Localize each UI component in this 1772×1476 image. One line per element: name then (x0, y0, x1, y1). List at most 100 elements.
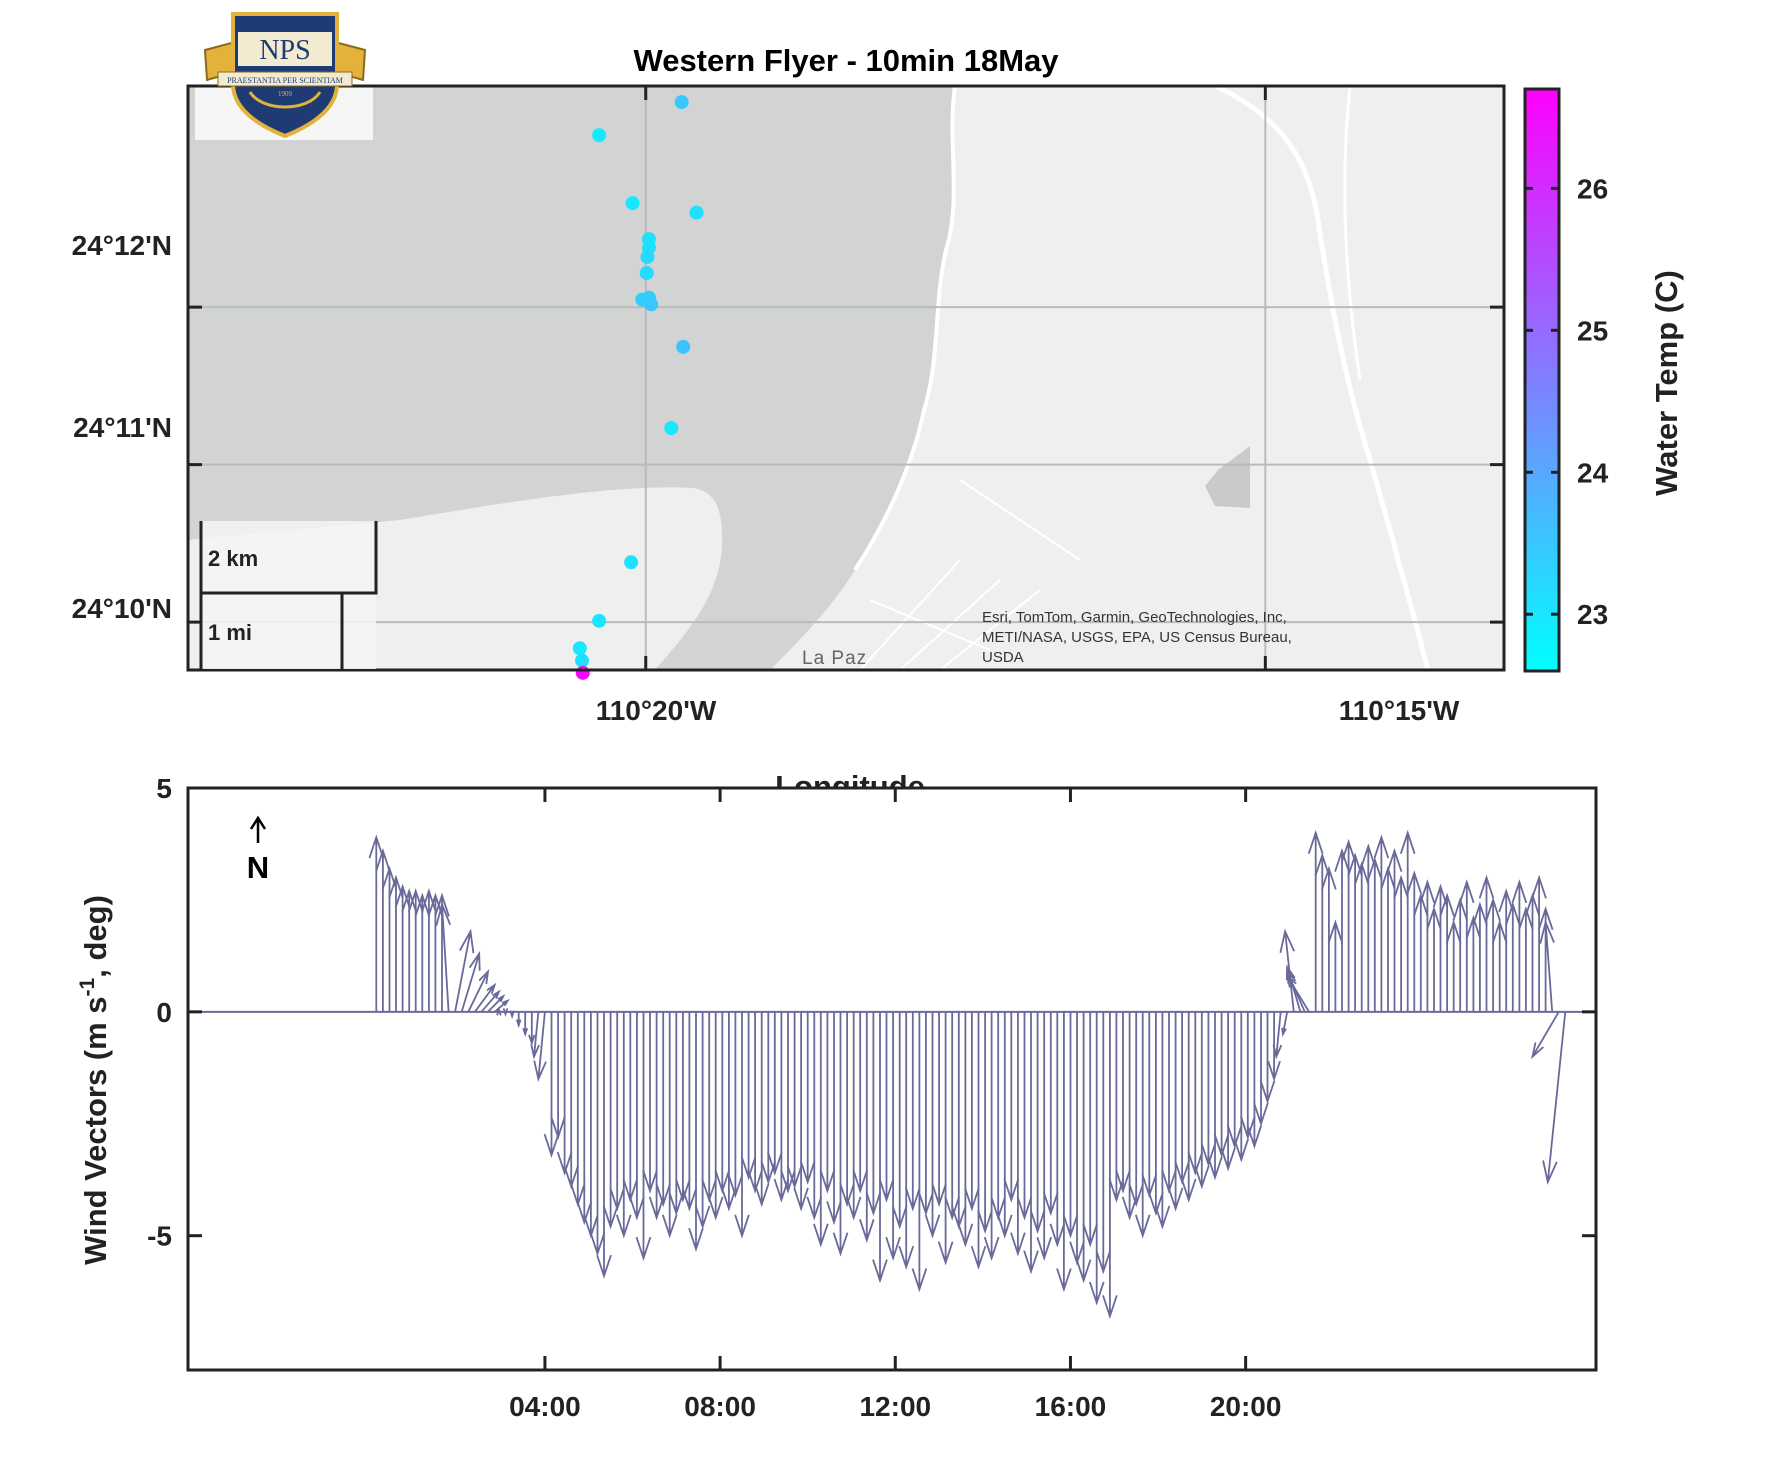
wind-vector-67 (799, 1011, 816, 1185)
track-point-4 (689, 205, 704, 220)
lat-tick-label-1: 24°12'N (72, 230, 172, 261)
attribution-line-1: Esri, TomTom, Garmin, GeoTechnologies, I… (982, 609, 1287, 626)
scale-bar: 2 km 1 mi (199, 521, 378, 669)
wind-vector-134 (1240, 1011, 1256, 1141)
wind-vector-42 (635, 1011, 652, 1261)
map-frame (186, 84, 1506, 672)
wind-vector-110 (1082, 1011, 1098, 1248)
wind-vector-181 (1539, 919, 1555, 1012)
wind-vector-103 (1036, 1011, 1052, 1261)
wind-vector-139 (1272, 1011, 1283, 1060)
colorbar-label: Water Temp (C) (1649, 270, 1684, 496)
logo-text: NPS (259, 35, 310, 66)
wind-vector-80 (885, 1011, 901, 1261)
wind-vector-101 (1023, 1011, 1039, 1275)
wind-vector-161 (1413, 892, 1429, 1012)
wind-vector-94 (977, 1011, 993, 1235)
track-point-1 (674, 95, 689, 110)
coastline-road (853, 86, 957, 572)
wind-vector-135 (1246, 1011, 1263, 1150)
wind-vector-23 (515, 1011, 522, 1029)
attribution-line-3: USDA (982, 649, 1024, 666)
wind-vector-38 (609, 1011, 625, 1212)
wind-vector-19 (494, 998, 510, 1013)
wind-vector-112 (1095, 1011, 1112, 1275)
wind-vector-125 (1180, 1011, 1197, 1203)
wind-vector-75 (852, 1011, 869, 1194)
wind-vector-107 (1062, 1011, 1079, 1239)
wind-x-tick-0800: 08:00 (684, 1391, 756, 1422)
wind-vector-76 (859, 1011, 875, 1244)
bay-water (188, 86, 955, 670)
wind-x-tick-2000: 20:00 (1210, 1391, 1282, 1422)
wind-vector-14 (460, 950, 481, 1013)
map-title: Western Flyer - 10min 18May (634, 43, 1060, 78)
wind-vector-123 (1167, 1011, 1184, 1212)
wind-vector-8 (414, 892, 431, 1012)
logo-motto-ribbon (217, 71, 353, 87)
wind-x-tick-labels: 04:00 08:00 12:00 16:00 20:00 (509, 1391, 1281, 1422)
logo-motto: PRAESTANTIA PER SCIENTIAM (227, 76, 343, 85)
wind-vector-170 (1472, 901, 1488, 1012)
wind-vector-28 (543, 1011, 560, 1158)
track-point-2 (592, 128, 607, 143)
wind-vector-93 (970, 1011, 987, 1270)
wind-vector-121 (1154, 1011, 1171, 1230)
wind-y-tick-0: 0 (156, 997, 172, 1028)
wind-vector-25 (528, 1011, 536, 1047)
attribution-line-2: METI/NASA, USGS, EPA, US Census Bureau, (982, 629, 1292, 646)
wind-vector-160 (1406, 870, 1423, 1012)
wind-vector-39 (615, 1011, 632, 1239)
wind-vector-118 (1134, 1011, 1151, 1239)
wind-vector-183 (1542, 1011, 1567, 1185)
wind-frame (186, 786, 1598, 1372)
wind-vector-127 (1194, 1011, 1210, 1190)
north-indicator: N (247, 815, 269, 885)
scale-bar-mi: 1 mi (208, 620, 252, 645)
wind-vector-109 (1075, 1011, 1092, 1284)
wind-vector-18 (487, 994, 506, 1013)
wind-vector-177 (1518, 906, 1534, 1012)
wind-vector-36 (596, 1011, 612, 1279)
wind-vector-140 (1281, 1011, 1289, 1038)
wind-vector-128 (1200, 1011, 1217, 1167)
wind-vector-145 (1307, 829, 1324, 1012)
wind-vector-53 (707, 1011, 724, 1221)
wind-vector-24 (522, 1011, 529, 1038)
wind-vector-45 (655, 1011, 671, 1208)
wind-vector-166 (1445, 919, 1462, 1012)
wind-vector-153 (1360, 843, 1377, 1012)
nps-logo: NPS PRAESTANTIA PER SCIENTIAM 1909 (203, 12, 367, 139)
wind-vector-29 (550, 1011, 566, 1141)
wind-vector-176 (1511, 879, 1528, 1012)
wind-vector-22 (509, 1010, 515, 1020)
wind-vector-72 (832, 1011, 849, 1257)
wind-vector-97 (997, 1011, 1013, 1239)
north-label: N (247, 850, 269, 885)
wind-vector-17 (480, 989, 501, 1013)
side-road (1343, 86, 1362, 381)
wind-vector-144 (1285, 973, 1310, 1013)
colorbar-tick-25: 25 (1577, 315, 1608, 346)
wind-vector-78 (872, 1011, 888, 1284)
lon-tick-label-2: 110°15'W (1339, 695, 1460, 726)
wind-vector-120 (1148, 1011, 1164, 1217)
wind-vector-60 (753, 1011, 770, 1208)
wind-vector-73 (839, 1011, 855, 1208)
wind-vector-106 (1056, 1011, 1072, 1293)
wind-vector-65 (786, 1011, 803, 1190)
wind-vector-48 (675, 1011, 691, 1203)
logo-wreath (248, 91, 322, 109)
wind-vector-82 (898, 1011, 915, 1270)
highway (1213, 86, 1431, 670)
wind-vector-102 (1029, 1011, 1046, 1235)
wind-vector-9 (421, 888, 437, 1012)
wind-vector-77 (865, 1011, 882, 1217)
wind-vector-71 (826, 1011, 842, 1226)
wind-vector-137 (1259, 1011, 1276, 1105)
track-point-11 (644, 297, 659, 312)
wind-vector-130 (1213, 1011, 1230, 1158)
wind-vector-117 (1128, 1011, 1144, 1208)
wind-vector-148 (1327, 919, 1344, 1012)
